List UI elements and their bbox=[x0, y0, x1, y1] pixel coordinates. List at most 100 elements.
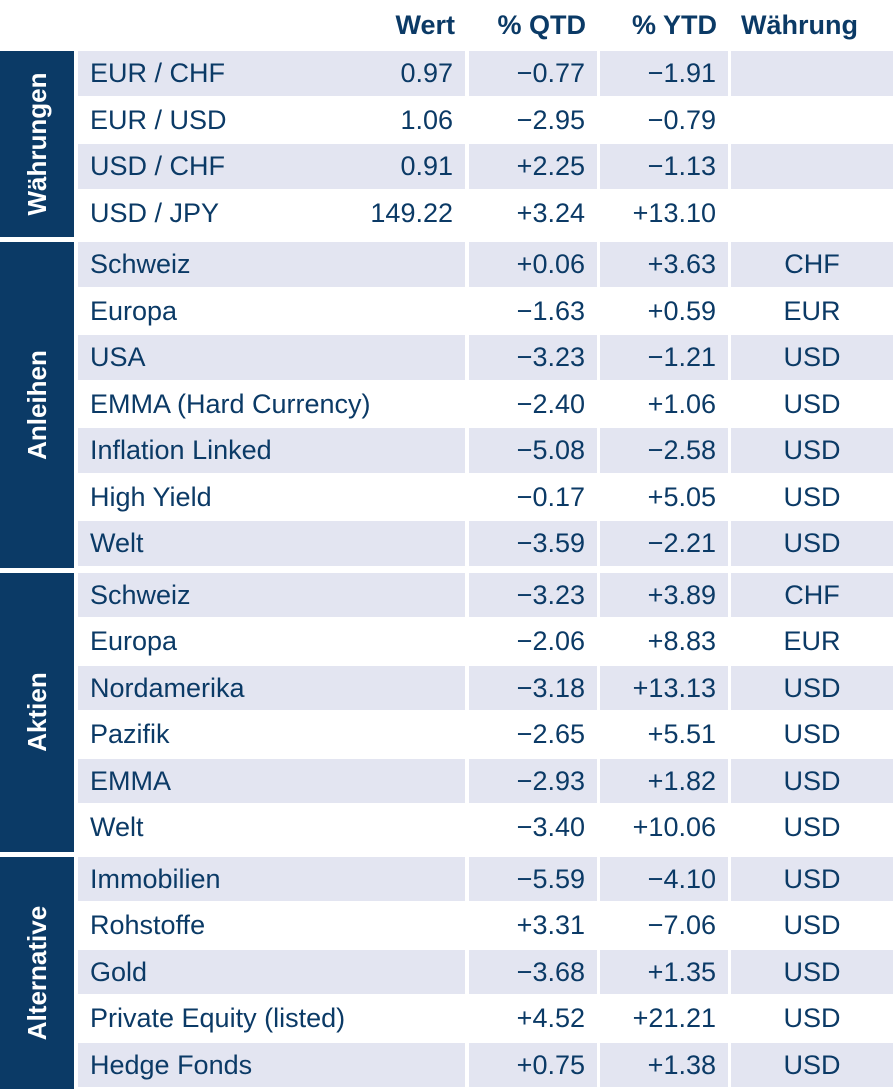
row-ytd: +13.10 bbox=[600, 191, 728, 236]
row-currency: USD bbox=[731, 666, 893, 711]
table-row: EUR / USD 1.06 −2.95−0.79 bbox=[78, 98, 893, 143]
row-name-cell: Welt bbox=[78, 805, 465, 850]
row-qtd: −3.23 bbox=[469, 573, 597, 618]
row-qtd: −2.06 bbox=[469, 619, 597, 664]
header-currency: Währung bbox=[741, 8, 858, 42]
row-wert: 0.97 bbox=[400, 51, 453, 95]
row-qtd: +3.24 bbox=[469, 191, 597, 236]
row-name-cell: Europa bbox=[78, 619, 465, 664]
row-ytd: −0.79 bbox=[600, 98, 728, 143]
section-side-bar: Aktien bbox=[0, 573, 74, 852]
row-name: Immobilien bbox=[90, 864, 221, 894]
row-ytd: +13.13 bbox=[600, 666, 728, 711]
row-ytd: +8.83 bbox=[600, 619, 728, 664]
row-ytd: +3.89 bbox=[600, 573, 728, 618]
row-ytd: +5.05 bbox=[600, 475, 728, 520]
row-qtd: +0.75 bbox=[469, 1043, 597, 1088]
header-wert: Wert bbox=[395, 8, 455, 42]
row-qtd: −2.40 bbox=[469, 382, 597, 427]
row-name-cell: EMMA (Hard Currency) bbox=[78, 382, 465, 427]
row-currency: USD bbox=[731, 857, 893, 902]
row-qtd: −2.93 bbox=[469, 759, 597, 804]
row-name: Europa bbox=[90, 626, 177, 656]
row-name: EUR / CHF bbox=[90, 58, 225, 88]
header-qtd: % QTD bbox=[497, 8, 586, 42]
row-wert: 0.91 bbox=[400, 144, 453, 188]
row-currency: EUR bbox=[731, 619, 893, 664]
row-name-cell: Immobilien bbox=[78, 857, 465, 902]
row-name-cell: EUR / USD 1.06 bbox=[78, 98, 465, 143]
row-ytd: +1.38 bbox=[600, 1043, 728, 1088]
row-ytd: +1.06 bbox=[600, 382, 728, 427]
row-name-cell: EUR / CHF 0.97 bbox=[78, 51, 465, 96]
row-ytd: +0.59 bbox=[600, 289, 728, 334]
row-name-cell: Hedge Fonds bbox=[78, 1043, 465, 1088]
table-header: Wert % QTD % YTD Währung bbox=[0, 0, 893, 50]
row-name: Rohstoffe bbox=[90, 910, 205, 940]
row-ytd: +5.51 bbox=[600, 712, 728, 757]
row-currency: USD bbox=[731, 712, 893, 757]
row-ytd: +1.35 bbox=[600, 950, 728, 995]
row-currency: CHF bbox=[731, 573, 893, 618]
row-name-cell: Schweiz bbox=[78, 573, 465, 618]
row-currency: USD bbox=[731, 950, 893, 995]
row-name: EMMA bbox=[90, 766, 171, 796]
row-currency: USD bbox=[731, 1043, 893, 1088]
row-currency: USD bbox=[731, 805, 893, 850]
row-name-cell: EMMA bbox=[78, 759, 465, 804]
row-name: USA bbox=[90, 342, 146, 372]
row-qtd: −3.59 bbox=[469, 521, 597, 566]
row-name: USD / CHF bbox=[90, 151, 225, 181]
row-name: Schweiz bbox=[90, 580, 191, 610]
row-name: Hedge Fonds bbox=[90, 1050, 252, 1080]
row-currency: USD bbox=[731, 335, 893, 380]
row-qtd: −0.77 bbox=[469, 51, 597, 96]
row-qtd: +0.06 bbox=[469, 242, 597, 287]
row-ytd: +1.82 bbox=[600, 759, 728, 804]
row-name-cell: Rohstoffe bbox=[78, 903, 465, 948]
section-label: Alternative bbox=[22, 906, 52, 1040]
table-row: USD / JPY 149.22 +3.24+13.10 bbox=[78, 191, 893, 236]
row-qtd: −3.68 bbox=[469, 950, 597, 995]
row-name-cell: Welt bbox=[78, 521, 465, 566]
row-name-cell: Pazifik bbox=[78, 712, 465, 757]
row-currency: EUR bbox=[731, 289, 893, 334]
row-name-cell: Gold bbox=[78, 950, 465, 995]
row-ytd: +10.06 bbox=[600, 805, 728, 850]
row-name-cell: High Yield bbox=[78, 475, 465, 520]
row-qtd: −1.63 bbox=[469, 289, 597, 334]
row-name: USD / JPY bbox=[90, 198, 219, 228]
row-qtd: −2.95 bbox=[469, 98, 597, 143]
row-wert: 149.22 bbox=[370, 191, 453, 235]
row-ytd: −2.21 bbox=[600, 521, 728, 566]
row-name: Schweiz bbox=[90, 249, 191, 279]
row-name-cell: Inflation Linked bbox=[78, 428, 465, 473]
row-name: EUR / USD bbox=[90, 105, 227, 135]
row-ytd: −7.06 bbox=[600, 903, 728, 948]
row-wert: 1.06 bbox=[400, 98, 453, 142]
row-name: Welt bbox=[90, 812, 144, 842]
row-ytd: +3.63 bbox=[600, 242, 728, 287]
row-qtd: +3.31 bbox=[469, 903, 597, 948]
row-currency bbox=[731, 191, 893, 236]
section-label: Aktien bbox=[22, 672, 52, 751]
